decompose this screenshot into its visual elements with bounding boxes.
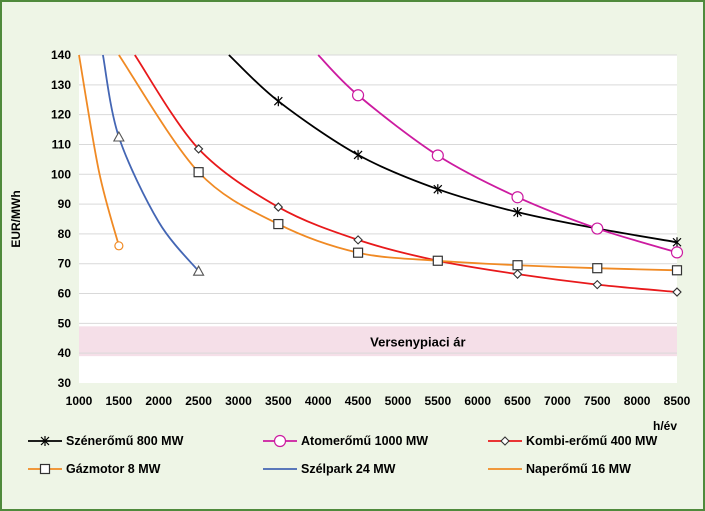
atomeromu-1000-mw-series <box>317 54 684 259</box>
x-tick-label: 6500 <box>504 394 531 408</box>
x-tick-label: 8000 <box>624 394 651 408</box>
gazmotor-8-mw-series <box>118 54 683 276</box>
x-tick-label: 8500 <box>664 394 691 408</box>
atomeromu-1000-mw-point <box>670 246 684 259</box>
kombi-eromu-400-mw-point <box>273 202 284 212</box>
atomeromu-1000-mw-point <box>511 191 524 204</box>
y-tick-label: 30 <box>58 376 72 390</box>
gazmotor-8-mw-point <box>671 265 683 276</box>
legend-label: Kombi-erőmű 400 MW <box>526 434 657 448</box>
legend-label: Atomerőmű 1000 MW <box>301 434 428 448</box>
gazmotor-8-mw-point <box>273 218 284 230</box>
x-tick-label: 7500 <box>584 394 611 408</box>
szeneromu-800-mw-point <box>672 237 682 248</box>
y-axis-title: EUR/MWh <box>9 190 23 247</box>
y-tick-label: 140 <box>51 48 71 62</box>
naperomu-16-mw-point <box>114 241 124 251</box>
legend-item-naperomu-16-mw: Naperőmű 16 MW <box>488 462 631 476</box>
price-band <box>79 326 677 357</box>
atomeromu-1000-mw-point <box>591 222 604 235</box>
naperomu-16-mw-line <box>78 54 120 247</box>
x-tick-label: 5500 <box>424 394 451 408</box>
x-tick-label: 2500 <box>185 394 212 408</box>
szelpark-24-mw-point <box>112 130 125 142</box>
x-tick-label: 6000 <box>464 394 491 408</box>
szeneromu-800-mw-point <box>513 207 522 218</box>
legend-item-atomeromu-1000-mw: Atomerőmű 1000 MW <box>263 434 428 448</box>
legend-swatch-marker <box>40 436 50 446</box>
x-tick-label: 4500 <box>345 394 372 408</box>
gazmotor-8-mw-point <box>512 260 523 271</box>
legend-item-szeneromu-800-mw: Szénerőmű 800 MW <box>28 434 184 448</box>
kombi-eromu-400-mw-series <box>134 54 682 297</box>
x-axis-title: h/év <box>653 419 677 433</box>
szelpark-24-mw-series <box>102 54 205 276</box>
legend-item-szelpark-24-mw: Szélpark 24 MW <box>263 462 396 476</box>
y-tick-label: 80 <box>58 227 72 241</box>
y-tick-label: 120 <box>51 108 71 122</box>
y-tick-label: 130 <box>51 78 71 92</box>
x-tick-label: 5000 <box>385 394 412 408</box>
legend-label: Gázmotor 8 MW <box>66 462 161 476</box>
gazmotor-8-mw-point <box>193 167 204 178</box>
price-band-label: Versenypiaci ár <box>370 334 465 349</box>
szeneromu-800-mw-point <box>273 96 283 107</box>
x-tick-label: 3500 <box>265 394 292 408</box>
kombi-eromu-400-mw-point <box>672 287 682 297</box>
x-tick-label: 4000 <box>305 394 332 408</box>
x-tick-label: 7000 <box>544 394 571 408</box>
legend-swatch-marker <box>39 463 51 475</box>
x-tick-label: 3000 <box>225 394 252 408</box>
y-tick-label: 70 <box>58 257 72 271</box>
legend-label: Naperőmű 16 MW <box>526 462 631 476</box>
y-tick-label: 110 <box>52 137 72 151</box>
legend-swatch-marker <box>500 436 510 446</box>
kombi-eromu-400-mw-point <box>512 269 523 279</box>
naperomu-16-mw-series <box>78 54 124 251</box>
x-tick-label: 2000 <box>145 394 172 408</box>
y-tick-label: 50 <box>58 316 72 330</box>
legend-item-kombi-eromu-400-mw: Kombi-erőmű 400 MW <box>488 434 657 448</box>
y-tick-label: 60 <box>58 287 72 301</box>
legend-swatch-marker <box>273 434 287 448</box>
atomeromu-1000-mw-point <box>431 149 444 162</box>
x-tick-label: 1500 <box>106 394 133 408</box>
gazmotor-8-mw-point <box>352 247 364 258</box>
kombi-eromu-400-mw-point <box>193 144 204 154</box>
kombi-eromu-400-mw-point <box>592 279 603 290</box>
atomeromu-1000-mw-point <box>351 89 365 102</box>
gazmotor-8-mw-point <box>592 263 603 274</box>
y-tick-label: 90 <box>58 197 72 211</box>
legend-label: Szénerőmű 800 MW <box>66 434 184 448</box>
y-tick-label: 100 <box>51 167 71 181</box>
x-tick-label: 1000 <box>66 394 93 408</box>
gazmotor-8-mw-point <box>432 255 443 266</box>
szeneromu-800-mw-point <box>433 184 443 195</box>
szelpark-24-mw-line <box>102 54 200 272</box>
legend-item-gazmotor-8-mw: Gázmotor 8 MW <box>28 462 161 476</box>
legend-label: Szélpark 24 MW <box>301 462 396 476</box>
kombi-eromu-400-mw-point <box>353 235 363 245</box>
y-tick-label: 40 <box>58 346 72 360</box>
szeneromu-800-mw-point <box>353 149 363 160</box>
szelpark-24-mw-point <box>192 265 205 276</box>
